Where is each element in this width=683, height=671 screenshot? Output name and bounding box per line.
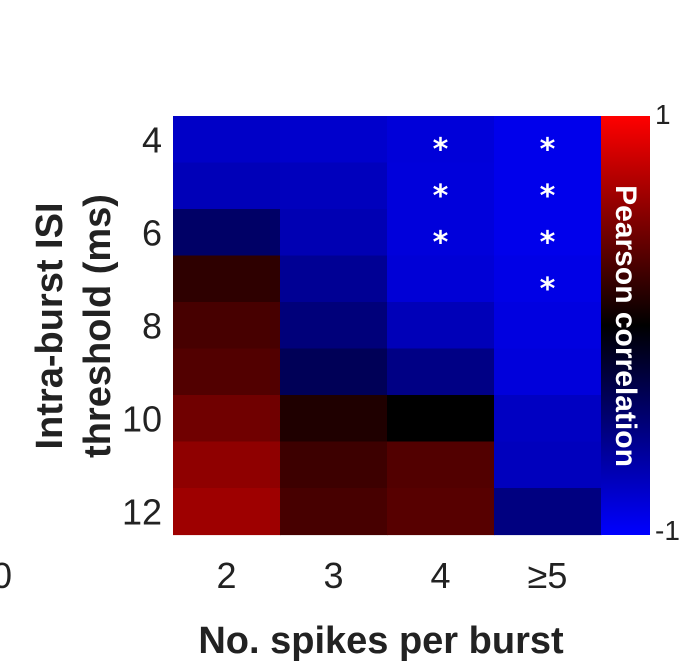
heatmap-cell [387,348,495,396]
heatmap-cell [280,441,388,489]
significance-star: * [540,225,556,260]
heatmap-cell [280,348,388,396]
heatmap-cell [280,395,388,443]
heatmap-cell [173,441,281,489]
heatmap-cell [387,302,495,350]
heatmap-cell [280,255,388,303]
significance-star: * [540,132,556,167]
y-tick-label: 10 [122,398,162,439]
y-tick-label: 4 [142,119,162,160]
x-axis-title: No. spikes per burst [198,620,564,662]
heatmap-cells [173,116,602,536]
heatmap-cell [387,209,495,257]
heatmap-cell [173,488,281,536]
heatmap-cell [280,162,388,210]
heatmap-cell [387,255,495,303]
heatmap-cell [173,302,281,350]
x-tick-label: 2 [216,555,236,596]
heatmap-cell [280,209,388,257]
y-tick-labels: 4 6 8 10 12 [122,119,162,532]
heatmap-cell [494,488,602,536]
heatmap-cell [494,395,602,443]
y-axis-title-line-1: Intra-burst ISI [29,202,71,449]
significance-star: * [433,132,449,167]
heatmap-cell [173,116,281,164]
colorbar-label: Pearson correlation [609,185,642,467]
y-tick-label: 8 [142,305,162,346]
significance-star: * [433,179,449,214]
heatmap-cell [387,395,495,443]
heatmap-cell [494,348,602,396]
heatmap-cell [280,488,388,536]
partial-edge-label: 0 [0,555,12,596]
significance-star: * [433,225,449,260]
heatmap-cell [387,162,495,210]
y-axis-title-line-2: threshold (ms) [77,194,119,458]
y-tick-label: 6 [142,212,162,253]
significance-star: * [540,179,556,214]
colorbar-max-label: 1 [655,99,671,130]
x-tick-label: 4 [430,555,450,596]
heatmap-cell [280,116,388,164]
heatmap-cell [494,441,602,489]
heatmap-cell [280,302,388,350]
heatmap-cell [494,162,602,210]
heatmap-cell [173,348,281,396]
heatmap-cell [173,255,281,303]
heatmap-cell [494,116,602,164]
y-tick-label: 12 [122,491,162,532]
colorbar [601,116,650,535]
heatmap-cell [387,488,495,536]
colorbar-min-label: -1 [655,515,680,546]
x-tick-label: 3 [323,555,343,596]
significance-star: * [540,272,556,307]
heatmap-cell [494,302,602,350]
heatmap-cell [387,441,495,489]
x-tick-label: ≥5 [528,555,568,596]
heatmap-cell [494,209,602,257]
heatmap-cell [173,395,281,443]
x-tick-labels: 2 3 4 ≥5 [216,555,567,596]
heatmap-cell [387,116,495,164]
heatmap-cell [173,209,281,257]
significance-markers: * * * * * * * [433,132,556,307]
heatmap-cell [173,162,281,210]
heatmap-cell [494,255,602,303]
